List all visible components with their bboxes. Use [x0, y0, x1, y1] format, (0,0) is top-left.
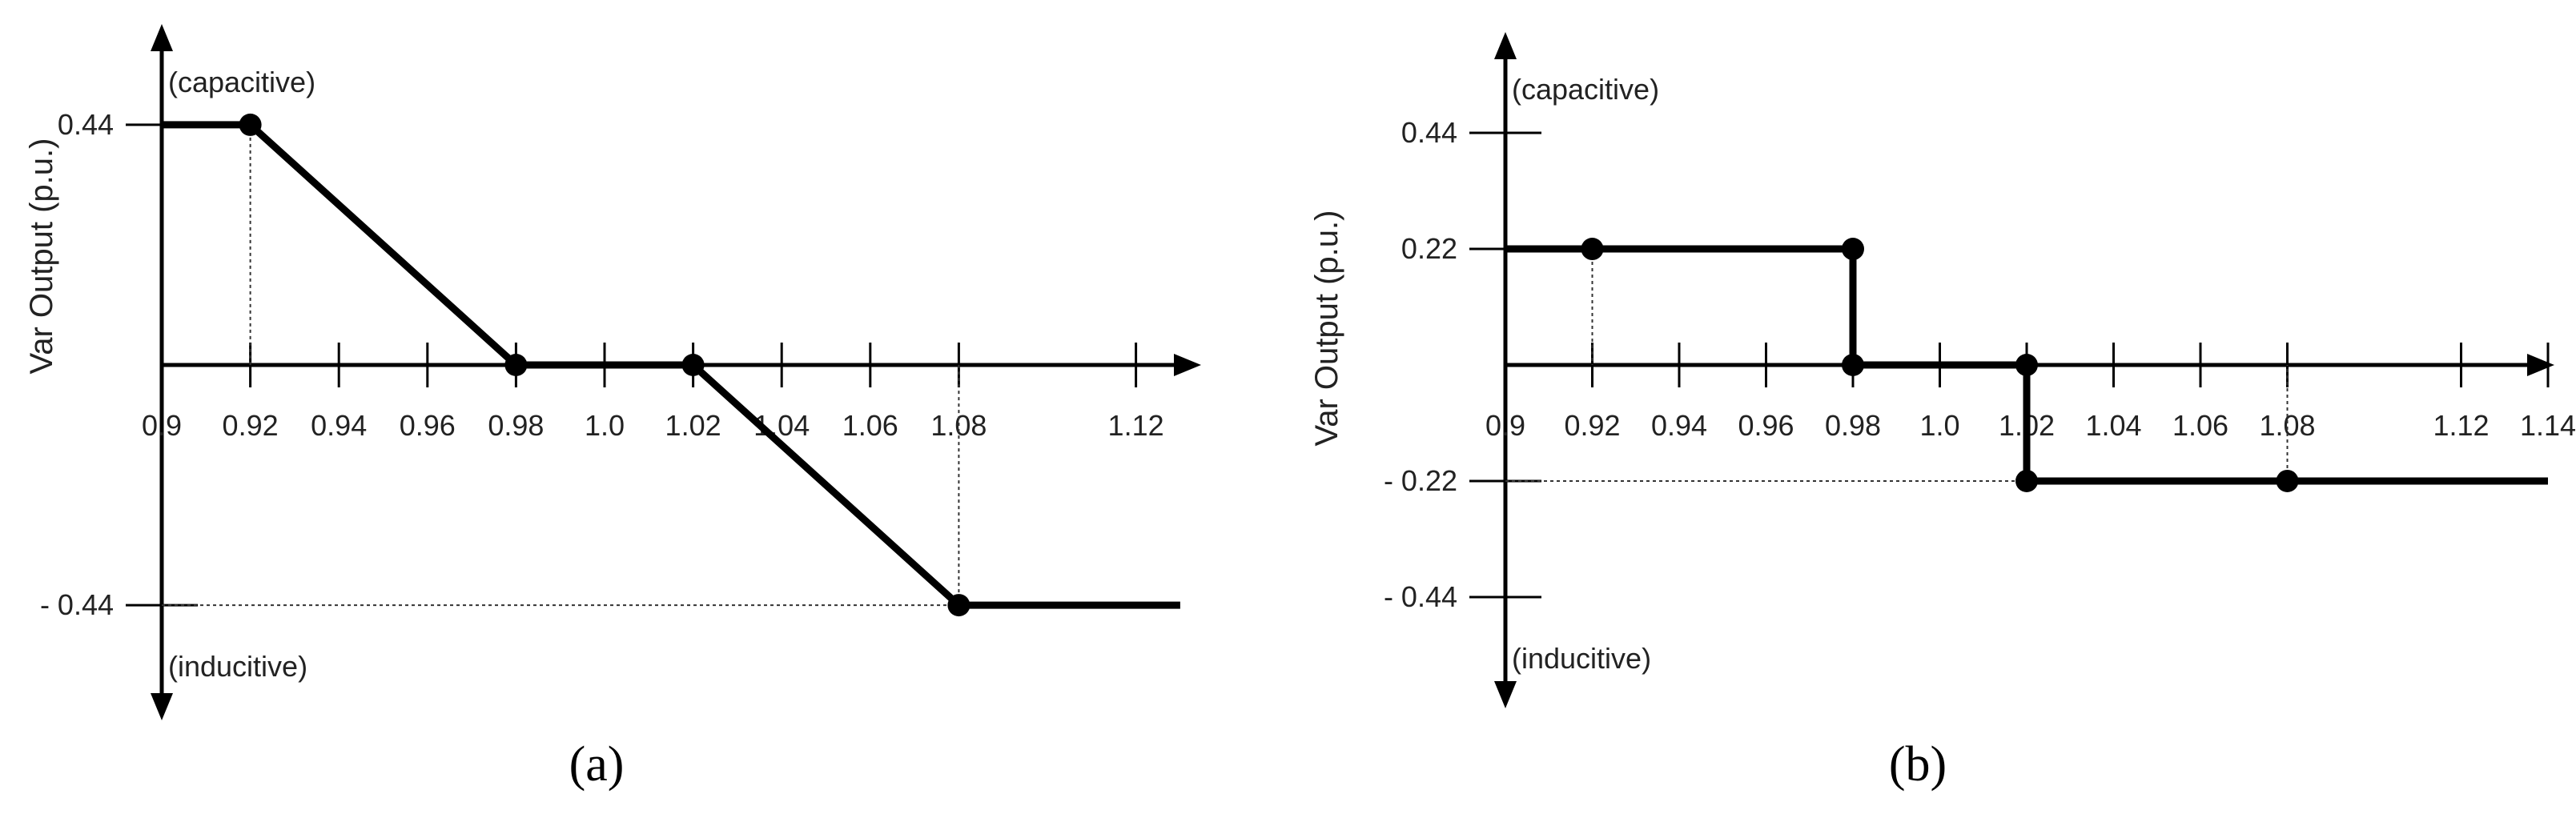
x-tick-label: 0.9: [1485, 409, 1525, 442]
data-point: [2015, 354, 2038, 376]
x-tick-label: 0.96: [1738, 409, 1794, 442]
x-tick-label: 0.96: [400, 409, 456, 442]
y-axis-label: Var Output (p.u.): [24, 138, 59, 375]
x-tick-label: 1.04: [2085, 409, 2141, 442]
x-tick-label: 1.0: [585, 409, 625, 442]
data-point: [947, 594, 971, 617]
x-tick-label: 1.12: [1108, 409, 1164, 442]
y-tick-label: - 0.22: [1384, 464, 1457, 497]
data-point: [1842, 354, 1864, 376]
x-axis-arrow: [2527, 354, 2554, 376]
y-tick-label: 0.22: [1401, 232, 1457, 265]
x-tick-label: 0.94: [311, 409, 367, 442]
x-axis-arrow: [1174, 354, 1201, 376]
x-tick-label: 0.9: [142, 409, 182, 442]
inductive-annotation: (inducitive): [168, 650, 307, 683]
x-tick-label: 0.92: [1564, 409, 1620, 442]
x-tick-label: 0.98: [488, 409, 544, 442]
y-axis-arrow-up: [1494, 32, 1517, 59]
x-tick-label: 0.98: [1825, 409, 1881, 442]
series-line: [1505, 245, 2548, 485]
data-point: [681, 354, 705, 376]
data-point: [239, 113, 262, 136]
data-point: [2015, 469, 2038, 492]
panel-label: (b): [1889, 737, 1947, 792]
x-tick-label: 1.06: [842, 409, 898, 442]
y-axis-label: Var Output (p.u.): [1309, 211, 1344, 447]
panel-label: (a): [569, 737, 625, 792]
x-tick-label: 1.12: [2433, 409, 2489, 442]
y-axis-arrow-up: [151, 24, 173, 51]
x-tick-label: 1.14: [2520, 409, 2576, 442]
data-point: [1581, 238, 1604, 261]
capacitive-annotation: (capacitive): [1512, 73, 1659, 106]
x-tick-label: 1.0: [1919, 409, 1959, 442]
data-point: [504, 354, 528, 376]
data-point: [2276, 469, 2299, 492]
y-axis-arrow-down: [151, 693, 173, 720]
chart-panel-a: 0.9 0.92 0.94 0.96 0.98 1.0 1.02 1.04 1.06 1.08 1.…: [24, 24, 1201, 792]
inductive-annotation: (inducitive): [1512, 642, 1651, 675]
capacitive-annotation: (capacitive): [168, 66, 315, 98]
x-tick-label: 0.92: [223, 409, 279, 442]
y-tick-label: 0.44: [1401, 116, 1457, 149]
y-tick-label: - 0.44: [1384, 580, 1457, 613]
x-tick-label: 1.06: [2172, 409, 2228, 442]
y-tick-label: - 0.44: [40, 588, 114, 621]
series-line: [162, 121, 1180, 609]
data-point: [1842, 238, 1864, 261]
y-axis-arrow-down: [1494, 681, 1517, 708]
x-tick-label: 1.02: [665, 409, 721, 442]
y-tick-label: 0.44: [58, 108, 114, 141]
x-tick-label: 0.94: [1651, 409, 1707, 442]
chart-panel-b: 0.9 0.92 0.94 0.96 0.98 1.0 1.02 1.04 1.06 1.08 1.…: [1309, 32, 2576, 792]
